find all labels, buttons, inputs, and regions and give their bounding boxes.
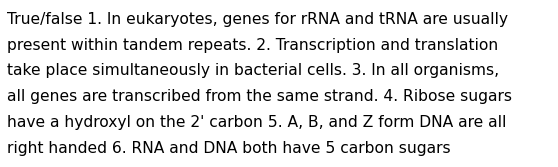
Text: present within tandem repeats. 2. Transcription and translation: present within tandem repeats. 2. Transc…: [7, 38, 498, 53]
Text: take place simultaneously in bacterial cells. 3. In all organisms,: take place simultaneously in bacterial c…: [7, 63, 499, 78]
Text: all genes are transcribed from the same strand. 4. Ribose sugars: all genes are transcribed from the same …: [7, 89, 512, 104]
Text: have a hydroxyl on the 2' carbon 5. A, B, and Z form DNA are all: have a hydroxyl on the 2' carbon 5. A, B…: [7, 115, 506, 130]
Text: right handed 6. RNA and DNA both have 5 carbon sugars: right handed 6. RNA and DNA both have 5 …: [7, 141, 450, 156]
Text: True/false 1. In eukaryotes, genes for rRNA and tRNA are usually: True/false 1. In eukaryotes, genes for r…: [7, 12, 508, 27]
